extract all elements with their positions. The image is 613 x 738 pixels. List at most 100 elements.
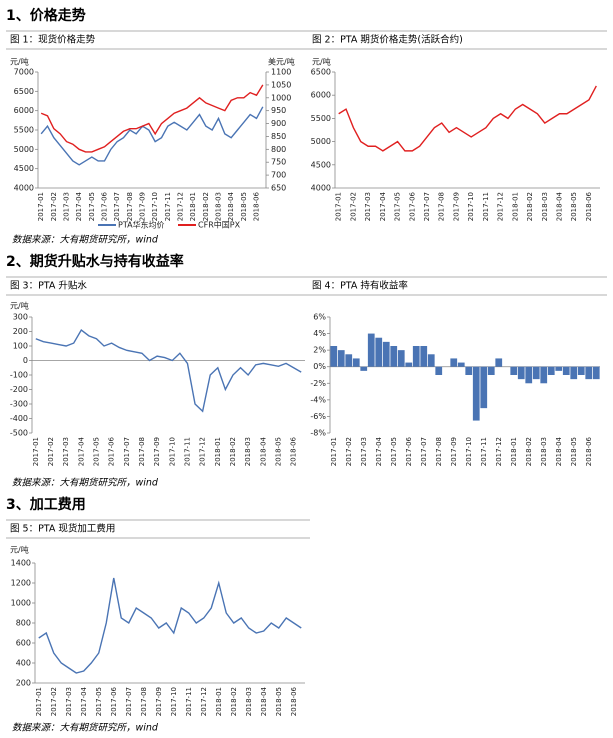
x-tick-label: 2017-10 bbox=[151, 192, 159, 221]
figure-caption: 图 5：PTA 现货加工费用 bbox=[10, 523, 115, 535]
x-tick-label: 2017-01 bbox=[330, 437, 338, 466]
data-line bbox=[38, 577, 302, 674]
x-tick-label: 2018-06 bbox=[290, 436, 298, 466]
bar bbox=[487, 366, 495, 375]
x-tick-label: 2017-05 bbox=[95, 687, 103, 716]
x-tick-label: 2017-01 bbox=[32, 437, 40, 466]
y-tick-label: -4% bbox=[310, 395, 326, 404]
y-tick-label: 5500 bbox=[14, 126, 34, 135]
y-tick-label: 6500 bbox=[14, 87, 34, 96]
y2-tick-label: 1100 bbox=[271, 68, 291, 77]
x-tick-label: 2018-03 bbox=[245, 687, 253, 716]
x-tick-label: 2017-11 bbox=[480, 437, 488, 466]
bar bbox=[427, 354, 435, 367]
x-tick-label: 2017-05 bbox=[88, 192, 96, 221]
x-tick-label: 2018-02 bbox=[202, 192, 210, 221]
x-tick-label: 2017-06 bbox=[108, 436, 116, 466]
x-tick-label: 2018-03 bbox=[540, 437, 548, 466]
x-tick-label: 2017-11 bbox=[183, 437, 191, 466]
legend-label: PTA华东均价 bbox=[118, 220, 165, 230]
x-tick-label: 2017-02 bbox=[345, 437, 353, 466]
x-tick-label: 2017-02 bbox=[47, 437, 55, 466]
y2-tick-label: 1000 bbox=[271, 93, 291, 102]
legend-label: CFR中国PX bbox=[198, 220, 241, 230]
y2-tick-label: 950 bbox=[271, 106, 286, 115]
y-tick-label: 0% bbox=[313, 362, 326, 371]
x-tick-label: 2018-01 bbox=[510, 437, 518, 466]
x-tick-label: 2017-06 bbox=[408, 191, 416, 221]
x-tick-label: 2017-09 bbox=[153, 437, 161, 466]
x-tick-label: 2018-04 bbox=[259, 436, 267, 466]
x-tick-label: 2017-07 bbox=[423, 192, 431, 221]
x-tick-label: 2017-11 bbox=[185, 687, 193, 716]
y2-tick-label: 650 bbox=[271, 184, 286, 193]
x-tick-label: 2017-01 bbox=[35, 687, 43, 716]
y-tick-label: 200 bbox=[16, 679, 31, 688]
x-tick-label: 2018-02 bbox=[526, 192, 534, 221]
source: 数据来源：大有期货研究所，wind bbox=[12, 234, 159, 246]
bar bbox=[435, 366, 443, 375]
y-tick-label: 100 bbox=[13, 342, 28, 351]
y2-tick-label: 1050 bbox=[271, 80, 291, 89]
bar bbox=[360, 366, 368, 371]
data-line bbox=[338, 85, 597, 152]
section-heading: 3、加工费用 bbox=[6, 496, 86, 513]
x-tick-label: 2018-03 bbox=[215, 192, 223, 221]
source: 数据来源：大有期货研究所，wind bbox=[12, 477, 159, 489]
y-tick-label: 6000 bbox=[311, 91, 331, 100]
x-tick-label: 2017-09 bbox=[155, 687, 163, 716]
x-tick-label: 2017-03 bbox=[360, 437, 368, 466]
x-tick-label: 2017-04 bbox=[80, 686, 88, 716]
bar bbox=[390, 346, 398, 367]
bar bbox=[367, 333, 375, 367]
x-tick-label: 2018-06 bbox=[585, 191, 593, 221]
x-tick-label: 2017-08 bbox=[140, 687, 148, 716]
x-tick-label: 2017-02 bbox=[50, 192, 58, 221]
bar bbox=[472, 366, 480, 421]
y-tick-label: 0 bbox=[23, 356, 28, 365]
x-tick-label: 2017-10 bbox=[170, 687, 178, 716]
y2-tick-label: 700 bbox=[271, 171, 286, 180]
bar bbox=[517, 366, 525, 380]
x-tick-label: 2018-05 bbox=[275, 687, 283, 716]
y2-tick-label: 800 bbox=[271, 145, 286, 154]
bar bbox=[532, 366, 540, 380]
axis-unit: 元/吨 bbox=[10, 545, 29, 555]
bar bbox=[585, 366, 593, 380]
y-tick-label: -400 bbox=[10, 414, 28, 423]
x-tick-label: 2018-04 bbox=[260, 686, 268, 716]
axis-unit: 元/吨 bbox=[10, 57, 29, 67]
x-tick-label: 2017-04 bbox=[379, 191, 387, 221]
x-tick-label: 2017-08 bbox=[138, 437, 146, 466]
x-tick-label: 2018-04 bbox=[556, 191, 564, 221]
y-tick-label: 4000 bbox=[311, 184, 331, 193]
section-heading: 1、价格走势 bbox=[6, 7, 86, 24]
data-line bbox=[40, 84, 264, 153]
bar bbox=[337, 350, 345, 367]
x-tick-label: 2018-05 bbox=[240, 192, 248, 221]
bar bbox=[547, 366, 555, 375]
x-tick-label: 2017-10 bbox=[465, 437, 473, 466]
bar bbox=[510, 366, 518, 375]
x-tick-label: 2017-08 bbox=[438, 192, 446, 221]
y-tick-label: 6000 bbox=[14, 106, 34, 115]
y-tick-label: -100 bbox=[10, 371, 28, 380]
x-tick-label: 2017-03 bbox=[364, 192, 372, 221]
x-tick-label: 2018-01 bbox=[189, 192, 197, 221]
bar bbox=[577, 366, 585, 375]
x-tick-label: 2018-01 bbox=[511, 192, 519, 221]
x-tick-label: 2017-07 bbox=[420, 437, 428, 466]
x-tick-label: 2017-09 bbox=[450, 437, 458, 466]
y-tick-label: 5500 bbox=[311, 114, 331, 123]
x-tick-label: 2017-07 bbox=[125, 687, 133, 716]
bar bbox=[570, 366, 578, 380]
y-tick-label: 1000 bbox=[11, 599, 31, 608]
bar bbox=[457, 362, 465, 367]
bar bbox=[525, 366, 533, 384]
x-tick-label: 2018-02 bbox=[525, 437, 533, 466]
x-tick-label: 2017-05 bbox=[390, 437, 398, 466]
x-tick-label: 2017-06 bbox=[405, 436, 413, 466]
x-tick-label: 2017-07 bbox=[123, 437, 131, 466]
axis-unit: 元/吨 bbox=[312, 57, 331, 67]
y-tick-label: 5000 bbox=[311, 137, 331, 146]
